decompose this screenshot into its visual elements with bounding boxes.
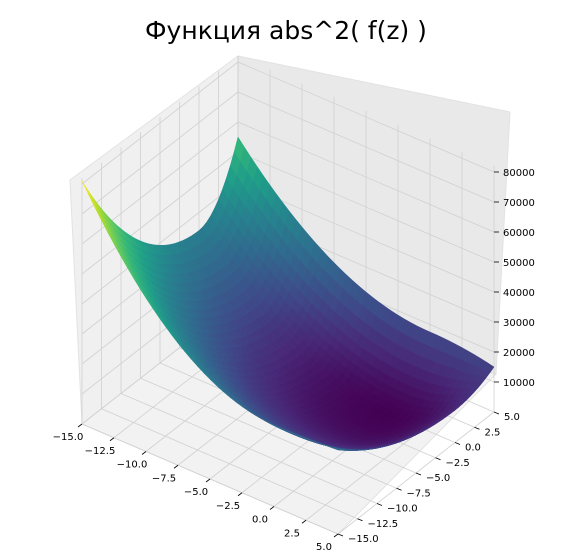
grid-z [81,61,495,185]
z-axis: 10000 20000 30000 40000 50000 60000 70000 80000 [494,168,535,389]
x-tick-label: −5.0 [184,487,208,498]
y-tick-mark [474,426,480,430]
surface-facet [331,447,342,451]
grid-floor-y [101,408,358,520]
x-axis: −15.0−12.5−10.0 −7.5 −5.0 −2.5 0.0 2.5 5.0 [53,423,339,553]
y-tick-mark [415,472,422,476]
y-tick-label: −10.0 [387,504,418,515]
y-axis: −15.0 −12.5 −10.0 −7.5 −5.0 −2.5 0.0 2.55.0 [337,411,520,545]
grid-floor-y [140,377,397,489]
x-tick-mark [301,519,307,524]
y-tick-label: −2.5 [446,458,470,469]
x-tick-mark [109,437,115,442]
x-tick-label: −10.0 [117,460,148,471]
y-tick-mark [376,503,383,506]
z-tick-label: 10000 [503,378,535,389]
y-tick-label: 0.0 [465,443,481,454]
x-tick-mark [77,423,83,428]
z-tick-label: 60000 [503,228,535,239]
x-tick-label: 0.0 [252,515,268,526]
x-tick-label: −7.5 [152,473,176,484]
chart-title: Функция abs^2( f(z) ) [145,16,427,45]
x-tick-mark [141,451,147,455]
z-tick-label: 30000 [503,318,535,329]
y-tick-label: −15.0 [348,534,379,545]
x-tick-mark [237,492,243,497]
y-tick-mark [396,487,402,491]
z-tick-label: 40000 [503,288,535,299]
x-tick-label: −15.0 [53,432,84,443]
x-tick-label: −2.5 [216,501,240,512]
surface [81,136,495,451]
x-tick-label: 2.5 [284,528,300,539]
z-tick-label: 80000 [503,168,535,179]
x-tick-label: 5.0 [316,542,332,553]
grid-z [81,121,495,245]
y-tick-label: −7.5 [407,488,431,499]
y-tick-mark [435,457,441,461]
x-tick-mark [269,506,275,510]
y-tick-label: −5.0 [426,473,450,484]
y-tick-label: 5.0 [504,412,520,423]
z-tick-label: 50000 [503,258,535,269]
y-tick-mark [454,442,461,445]
grid-z [81,91,495,215]
y-tick-label: 2.5 [485,427,501,438]
y-tick-mark [337,533,344,537]
x-tick-mark [205,478,211,483]
grid-floor-y [120,393,378,504]
x-tick-mark [333,533,339,538]
y-tick-mark [493,411,500,415]
x-tick-mark [173,464,179,469]
z-tick-label: 70000 [503,198,535,209]
y-tick-label: −12.5 [368,519,399,530]
y-tick-mark [357,518,363,522]
z-tick-label: 20000 [503,348,535,359]
x-tick-label: −12.5 [85,446,116,457]
